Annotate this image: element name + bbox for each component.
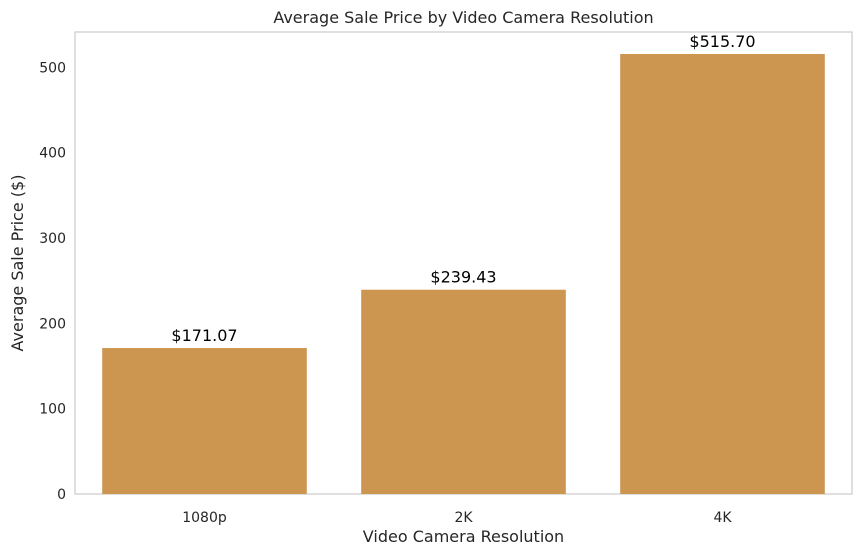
data-label-2k: $239.43 [430,268,496,287]
y-tick-label-200: 200 [39,316,66,332]
x-tick-label-4k: 4K [713,510,732,526]
x-tick-label-1080p: 1080p [182,510,227,526]
x-axis-ticks: 1080p 2K 4K [182,510,732,526]
bars-group: $171.07 $239.43 $515.70 [102,32,825,495]
chart-title: Average Sale Price by Video Camera Resol… [273,8,653,27]
data-label-1080p: $171.07 [171,326,237,345]
y-tick-label-100: 100 [39,402,66,418]
bar-2k [361,289,566,494]
y-axis-label: Average Sale Price ($) [8,175,27,352]
y-axis-ticks: 0 100 200 300 400 500 [39,60,66,503]
y-tick-label-0: 0 [57,487,66,503]
x-tick-label-2k: 2K [454,510,473,526]
x-axis-label: Video Camera Resolution [363,527,564,546]
y-tick-label-400: 400 [39,146,66,162]
bar-4k [620,54,825,495]
y-tick-label-500: 500 [39,60,66,76]
y-tick-label-300: 300 [39,231,66,247]
bar-1080p [102,348,307,494]
data-label-4k: $515.70 [689,32,755,51]
